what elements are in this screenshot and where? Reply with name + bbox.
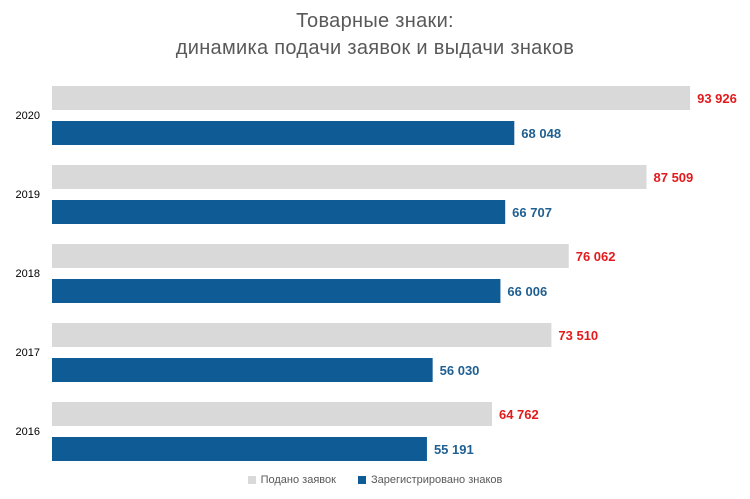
bar-registered-2020 bbox=[52, 121, 515, 145]
data-label-registered-2017: 56 030 bbox=[440, 363, 480, 378]
bar-registered-2018 bbox=[52, 279, 501, 303]
bar-registered-2019 bbox=[52, 200, 506, 224]
legend-label-registered: Зарегистрировано знаков bbox=[370, 474, 503, 486]
bar-registered-2016 bbox=[52, 437, 427, 461]
chart-legend: Подано заявок Зарегистрировано знаков bbox=[0, 474, 750, 486]
category-label-2018: 2018 bbox=[16, 268, 40, 280]
legend-label-applications: Подано заявок bbox=[260, 474, 336, 486]
category-label-2020: 2020 bbox=[16, 110, 40, 122]
data-label-applications-2017: 73 510 bbox=[558, 328, 598, 343]
bar-applications-2019 bbox=[52, 165, 647, 189]
data-label-registered-2019: 66 707 bbox=[512, 205, 552, 220]
chart-title-line-2: динамика подачи заявок и выдачи знаков bbox=[175, 37, 575, 59]
data-label-registered-2016: 55 191 bbox=[434, 442, 474, 457]
data-label-applications-2020: 93 926 bbox=[697, 91, 737, 106]
data-label-applications-2016: 64 762 bbox=[499, 407, 539, 422]
legend-swatch-registered bbox=[357, 476, 366, 484]
legend-item-applications: Подано заявок bbox=[247, 474, 336, 486]
legend-swatch-applications bbox=[247, 476, 256, 484]
bar-applications-2017 bbox=[52, 323, 552, 347]
bar-applications-2020 bbox=[52, 86, 691, 110]
bar-registered-2017 bbox=[52, 358, 433, 382]
bar-applications-2016 bbox=[52, 402, 492, 426]
category-label-2017: 2017 bbox=[16, 347, 40, 359]
category-label-2016: 2016 bbox=[16, 426, 40, 438]
bar-applications-2018 bbox=[52, 244, 569, 268]
data-label-registered-2018: 66 006 bbox=[507, 284, 547, 299]
data-label-applications-2019: 87 509 bbox=[654, 170, 694, 185]
category-label-2019: 2019 bbox=[16, 189, 40, 201]
data-label-registered-2020: 68 048 bbox=[521, 126, 561, 141]
legend-item-registered: Зарегистрировано знаков bbox=[357, 474, 503, 486]
data-label-applications-2018: 76 062 bbox=[576, 249, 616, 264]
chart-title-line-1: Товарные знаки: bbox=[296, 10, 454, 32]
